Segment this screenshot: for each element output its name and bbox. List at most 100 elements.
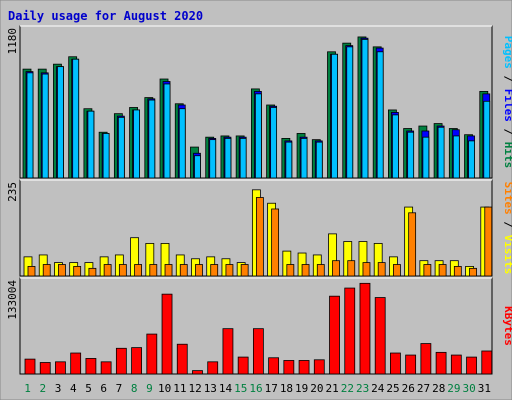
- tick-label-day-12: 12: [188, 382, 201, 395]
- max-label-bottom: 133004: [6, 280, 19, 320]
- bar-pages-day-2: [41, 73, 49, 179]
- legend-item-pages: Pages: [502, 36, 512, 69]
- bar-pages-day-13: [209, 139, 217, 179]
- bar-sites-day-13: [210, 264, 219, 277]
- tick-label-day-4: 4: [70, 382, 77, 395]
- bar-sites-day-3: [58, 264, 66, 277]
- bar-kbytes-day-22: [344, 287, 356, 375]
- bar-sites-day-20: [316, 264, 325, 277]
- bar-kbytes-day-13: [207, 361, 219, 375]
- bar-sites-day-12: [195, 264, 203, 277]
- bar-sites-day-2: [42, 264, 51, 277]
- bar-sites-day-15: [240, 264, 249, 277]
- bar-kbytes-day-11: [176, 343, 188, 375]
- legend-item-files: Files: [502, 89, 512, 122]
- tick-label-day-10: 10: [158, 382, 171, 395]
- bar-kbytes-day-12: [192, 370, 203, 375]
- bar-kbytes-day-26: [405, 354, 417, 375]
- bar-kbytes-day-9: [146, 333, 158, 375]
- bar-sites-day-24: [377, 262, 386, 277]
- bar-pages-day-31: [483, 100, 491, 179]
- tick-label-day-15: 15: [234, 382, 247, 395]
- bar-sites-day-25: [393, 264, 401, 277]
- bar-sites-day-6: [103, 264, 112, 277]
- bar-sites-day-4: [73, 266, 82, 277]
- bar-sites-day-16: [255, 197, 264, 277]
- bar-pages-day-29: [452, 135, 460, 179]
- bar-pages-day-17: [270, 107, 278, 179]
- bar-sites-day-19: [301, 264, 310, 277]
- bar-pages-day-7: [117, 116, 125, 179]
- tick-label-day-6: 6: [100, 382, 107, 395]
- legend-bottom: KBytes: [502, 306, 512, 346]
- bar-pages-day-19: [300, 138, 308, 179]
- bar-kbytes-day-14: [222, 328, 234, 375]
- bar-kbytes-day-10: [161, 293, 173, 375]
- bar-kbytes-day-20: [313, 359, 325, 375]
- legend-item-hits: Hits: [502, 142, 512, 169]
- tick-label-day-26: 26: [402, 382, 415, 395]
- bar-sites-day-9: [149, 264, 158, 277]
- bar-pages-day-4: [72, 58, 80, 179]
- max-label-middle: 235: [6, 182, 19, 202]
- legend-separator: /: [502, 215, 512, 235]
- bar-pages-day-30: [468, 140, 475, 179]
- bar-pages-day-20: [315, 141, 323, 179]
- tick-label-day-23: 23: [356, 382, 369, 395]
- legend-item-sites: Sites: [502, 182, 512, 215]
- bar-kbytes-day-19: [298, 360, 310, 375]
- bar-sites-day-23: [362, 262, 371, 277]
- tick-label-day-14: 14: [219, 382, 233, 395]
- legend-separator: /: [502, 122, 512, 142]
- tick-label-day-11: 11: [173, 382, 186, 395]
- bar-pages-day-25: [392, 114, 399, 179]
- tick-label-day-19: 19: [295, 382, 308, 395]
- bar-pages-day-1: [26, 72, 34, 179]
- bar-pages-day-21: [331, 53, 338, 179]
- bar-pages-day-8: [133, 109, 140, 179]
- bar-pages-day-10: [163, 83, 171, 179]
- bar-pages-day-5: [87, 110, 95, 179]
- max-label-top: 1180: [6, 28, 19, 55]
- bar-kbytes-day-2: [39, 362, 51, 375]
- bar-pages-day-24: [376, 51, 384, 179]
- bar-kbytes-day-1: [24, 358, 36, 375]
- tick-label-day-22: 22: [341, 382, 354, 395]
- tick-label-day-5: 5: [85, 382, 92, 395]
- tick-label-day-7: 7: [116, 382, 123, 395]
- bar-pages-day-11: [178, 108, 186, 179]
- bar-kbytes-day-18: [283, 360, 295, 375]
- bar-sites-day-28: [438, 264, 447, 277]
- bar-kbytes-day-17: [268, 357, 280, 375]
- tick-label-day-13: 13: [204, 382, 217, 395]
- bar-sites-day-18: [286, 264, 295, 277]
- tick-label-day-20: 20: [310, 382, 323, 395]
- tick-label-day-2: 2: [40, 382, 47, 395]
- bar-kbytes-day-27: [420, 343, 432, 375]
- bar-kbytes-day-30: [466, 356, 477, 375]
- bar-kbytes-day-15: [237, 356, 249, 375]
- bar-sites-day-11: [179, 264, 188, 277]
- bar-kbytes-day-5: [85, 358, 97, 375]
- bar-sites-day-29: [453, 266, 462, 277]
- tick-label-day-18: 18: [280, 382, 293, 395]
- tick-label-day-16: 16: [249, 382, 262, 395]
- bar-sites-day-22: [347, 260, 356, 277]
- bar-pages-day-15: [239, 138, 247, 179]
- bar-kbytes-day-6: [100, 361, 112, 375]
- tick-label-day-25: 25: [386, 382, 399, 395]
- legend-top: Pages / Files / Hits: [502, 36, 512, 169]
- bar-sites-day-21: [332, 260, 340, 277]
- bar-pages-day-28: [437, 126, 445, 179]
- bar-sites-day-5: [88, 267, 97, 277]
- legend-middle: Sites / Visits: [502, 182, 512, 275]
- tick-label-day-21: 21: [326, 382, 339, 395]
- legend-item-kbytes: KBytes: [502, 306, 512, 346]
- bar-sites-day-8: [134, 264, 142, 277]
- tick-label-day-8: 8: [131, 382, 138, 395]
- bar-sites-day-10: [164, 264, 173, 277]
- bar-sites-day-1: [27, 266, 36, 277]
- tick-label-day-29: 29: [447, 382, 460, 395]
